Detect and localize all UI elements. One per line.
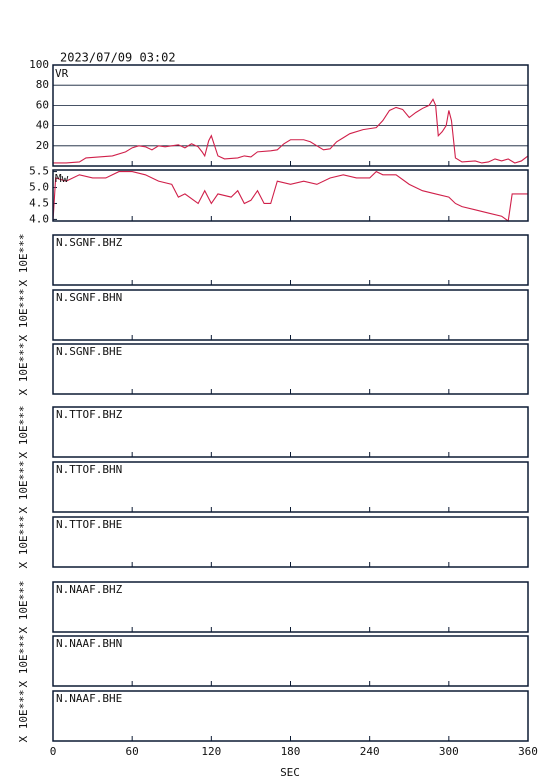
- waveform-frame: [52, 690, 529, 742]
- panel-frame: [52, 64, 529, 167]
- waveform-frame: [52, 289, 529, 341]
- channel-label: N.SGNF.BHN: [56, 291, 122, 304]
- x-tick-label: 0: [50, 745, 57, 758]
- waveform-frame: [52, 461, 529, 513]
- x-tick-label: 360: [518, 745, 538, 758]
- scale-label: X 10E***: [17, 343, 30, 396]
- waveform-frame: [52, 234, 529, 286]
- y-tick-label: 80: [36, 78, 49, 91]
- channel-label: N.SGNF.BHE: [56, 345, 122, 358]
- y-tick-label: 4.5: [29, 196, 49, 209]
- y-tick-label: 40: [36, 119, 49, 132]
- scale-label: X 10E***: [17, 581, 30, 634]
- data-line: [52, 170, 528, 222]
- panel-frame: [52, 169, 529, 222]
- channel-label: N.TTOF.BHZ: [56, 408, 123, 421]
- channel-label: N.NAAF.BHN: [56, 637, 122, 650]
- channel-label: N.NAAF.BHE: [56, 692, 122, 705]
- y-tick-label: 20: [36, 139, 49, 152]
- x-tick-label: 240: [360, 745, 380, 758]
- waveform-frame: [52, 406, 529, 458]
- chart-title: 2023/07/09 03:02: [60, 51, 176, 65]
- scale-label: X 10E***: [17, 690, 30, 743]
- y-tick-label: 100: [29, 58, 49, 71]
- x-tick-label: 180: [281, 745, 301, 758]
- x-tick-label: 60: [126, 745, 139, 758]
- channel-label: N.NAAF.BHZ: [56, 583, 123, 596]
- channel-label: N.TTOF.BHE: [56, 518, 122, 531]
- scale-label: X 10E***: [17, 289, 30, 342]
- scale-label: X 10E***: [17, 461, 30, 514]
- x-axis-label: SEC: [280, 766, 300, 779]
- x-tick-label: 300: [439, 745, 459, 758]
- scale-label: X 10E***: [17, 406, 30, 459]
- y-tick-label: 5.0: [29, 181, 49, 194]
- waveform-frame: [52, 516, 529, 568]
- channel-label: N.SGNF.BHZ: [56, 236, 123, 249]
- scale-label: X 10E***: [17, 516, 30, 569]
- y-tick-label: 5.5: [29, 165, 49, 178]
- panel-label: VR: [55, 67, 69, 80]
- y-tick-label: 4.0: [29, 212, 49, 225]
- panel-label: Mw: [55, 172, 69, 185]
- y-tick-label: 60: [36, 98, 49, 111]
- scale-label: X 10E***: [17, 234, 30, 287]
- x-tick-label: 120: [201, 745, 221, 758]
- waveform-frame: [52, 581, 529, 633]
- scale-label: X 10E***: [17, 635, 30, 688]
- waveform-frame: [52, 343, 529, 395]
- channel-label: N.TTOF.BHN: [56, 463, 122, 476]
- waveform-frame: [52, 635, 529, 687]
- data-line: [53, 98, 529, 164]
